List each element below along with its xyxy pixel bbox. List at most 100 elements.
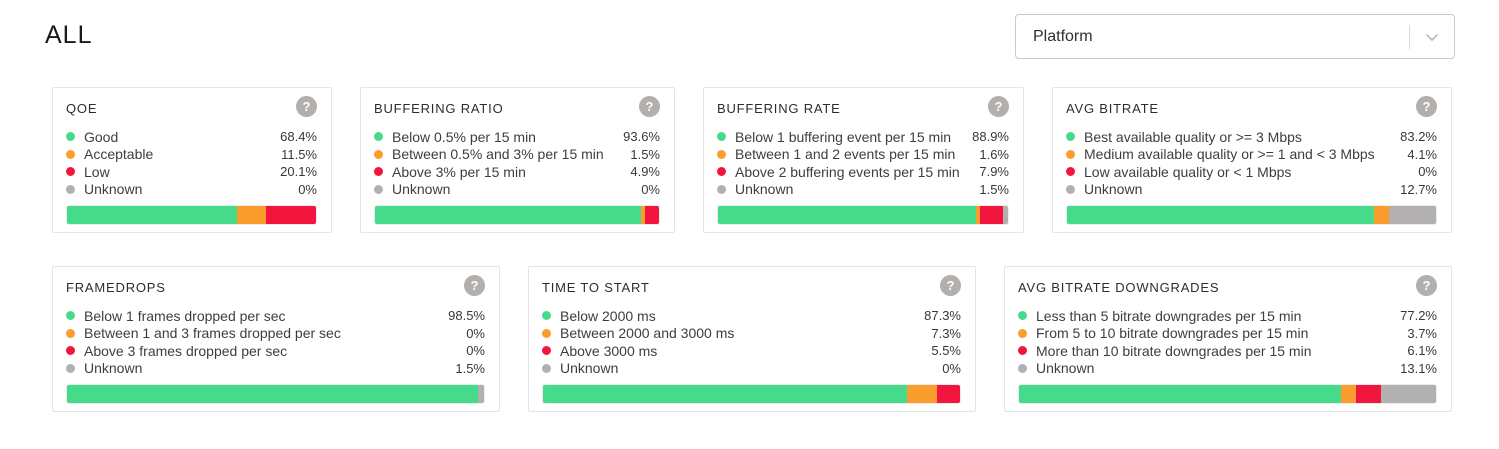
bar-segment-gray bbox=[1003, 206, 1008, 224]
legend-value: 0% bbox=[942, 360, 961, 376]
legend-value: 77.2% bbox=[1400, 308, 1437, 324]
metric-card: BUFFERING RATE ? Below 1 buffering event… bbox=[703, 87, 1024, 233]
question-mark-icon[interactable]: ? bbox=[296, 96, 317, 117]
stacked-bar bbox=[66, 384, 485, 404]
legend-label: Unknown bbox=[560, 360, 619, 377]
legend-value: 0% bbox=[641, 181, 660, 197]
legend-label: Unknown bbox=[392, 181, 451, 198]
legend-value: 20.1% bbox=[280, 164, 317, 180]
question-mark-icon[interactable]: ? bbox=[988, 96, 1009, 117]
legend-row: Unknown 0% bbox=[374, 181, 660, 199]
legend-label: Above 3% per 15 min bbox=[392, 163, 526, 180]
legend-row: Unknown 0% bbox=[66, 181, 317, 199]
bar-segment-red bbox=[937, 385, 960, 403]
legend-value: 87.3% bbox=[924, 308, 961, 324]
page-title: ALL bbox=[45, 21, 93, 49]
legend-dot-icon bbox=[374, 149, 383, 159]
legend-row: More than 10 bitrate downgrades per 15 m… bbox=[1018, 342, 1437, 360]
legend-value: 1.5% bbox=[630, 146, 660, 162]
question-mark-icon[interactable]: ? bbox=[1416, 96, 1437, 117]
platform-dropdown[interactable]: Platform bbox=[1015, 14, 1455, 59]
legend-label: Between 0.5% and 3% per 15 min bbox=[392, 146, 604, 163]
card-header: TIME TO START ? bbox=[542, 275, 961, 296]
legend-label: Below 2000 ms bbox=[560, 307, 656, 324]
legend-value: 3.7% bbox=[1407, 325, 1437, 341]
legend-value: 0% bbox=[298, 181, 317, 197]
legend-label: From 5 to 10 bitrate downgrades per 15 m… bbox=[1036, 325, 1309, 342]
legend-dot-icon bbox=[1018, 328, 1027, 338]
card-header: BUFFERING RATIO ? bbox=[374, 96, 660, 117]
legend-label: Below 1 frames dropped per sec bbox=[84, 307, 286, 324]
legend-value: 88.9% bbox=[972, 129, 1009, 145]
bar-segment-green bbox=[543, 385, 907, 403]
stacked-bar bbox=[1018, 384, 1437, 404]
legend-label: Less than 5 bitrate downgrades per 15 mi… bbox=[1036, 307, 1302, 324]
card-header: FRAMEDROPS ? bbox=[66, 275, 485, 296]
legend-row: Unknown 1.5% bbox=[717, 181, 1009, 199]
card-header: QOE ? bbox=[66, 96, 317, 117]
legend-row: Low 20.1% bbox=[66, 163, 317, 181]
legend-row: Less than 5 bitrate downgrades per 15 mi… bbox=[1018, 307, 1437, 325]
legend: Below 1 frames dropped per sec 98.5% Bet… bbox=[66, 307, 485, 377]
legend-label: Unknown bbox=[735, 181, 794, 198]
legend-label: Between 1 and 2 events per 15 min bbox=[735, 146, 956, 163]
legend-value: 98.5% bbox=[448, 308, 485, 324]
stacked-bar bbox=[374, 205, 660, 225]
legend-label: Unknown bbox=[1084, 181, 1143, 198]
bar-segment-green bbox=[67, 206, 238, 224]
card-title: BUFFERING RATE bbox=[717, 101, 841, 116]
legend: Good 68.4% Acceptable 11.5% Low 20.1% Un… bbox=[66, 128, 317, 198]
legend-dot-icon bbox=[542, 363, 551, 373]
legend-dot-icon bbox=[66, 132, 75, 142]
legend-row: Above 3000 ms 5.5% bbox=[542, 342, 961, 360]
legend-dot-icon bbox=[66, 311, 75, 321]
legend-value: 5.5% bbox=[931, 343, 961, 359]
bar-segment-orange bbox=[237, 206, 266, 224]
bar-segment-green bbox=[718, 206, 976, 224]
legend-value: 11.5% bbox=[281, 146, 317, 162]
legend-dot-icon bbox=[717, 184, 726, 194]
legend-row: Best available quality or >= 3 Mbps 83.2… bbox=[1066, 128, 1437, 146]
legend-value: 1.5% bbox=[455, 360, 485, 376]
bar-segment-red bbox=[980, 206, 1004, 224]
legend-row: Low available quality or < 1 Mbps 0% bbox=[1066, 163, 1437, 181]
chevron-down-icon[interactable] bbox=[1410, 28, 1454, 46]
legend-label: Acceptable bbox=[84, 146, 154, 163]
legend-row: Between 2000 and 3000 ms 7.3% bbox=[542, 325, 961, 343]
legend-value: 0% bbox=[466, 325, 485, 341]
legend: Best available quality or >= 3 Mbps 83.2… bbox=[1066, 128, 1437, 198]
legend: Less than 5 bitrate downgrades per 15 mi… bbox=[1018, 307, 1437, 377]
legend-row: From 5 to 10 bitrate downgrades per 15 m… bbox=[1018, 325, 1437, 343]
legend-value: 6.1% bbox=[1407, 343, 1437, 359]
legend-row: Below 1 buffering event per 15 min 88.9% bbox=[717, 128, 1009, 146]
legend-label: Below 0.5% per 15 min bbox=[392, 128, 536, 145]
legend-value: 12.7% bbox=[1400, 181, 1437, 197]
question-mark-icon[interactable]: ? bbox=[464, 275, 485, 296]
legend-dot-icon bbox=[717, 132, 726, 142]
bar-segment-green bbox=[1019, 385, 1341, 403]
legend-dot-icon bbox=[66, 328, 75, 338]
question-mark-icon[interactable]: ? bbox=[940, 275, 961, 296]
legend-value: 4.1% bbox=[1407, 146, 1437, 162]
dropdown-divider bbox=[1409, 24, 1410, 49]
legend: Below 2000 ms 87.3% Between 2000 and 300… bbox=[542, 307, 961, 377]
legend-value: 7.9% bbox=[979, 164, 1009, 180]
card-title: AVG BITRATE DOWNGRADES bbox=[1018, 280, 1220, 295]
legend-label: Below 1 buffering event per 15 min bbox=[735, 128, 952, 145]
legend-value: 4.9% bbox=[630, 164, 660, 180]
legend-dot-icon bbox=[66, 346, 75, 356]
bar-segment-green bbox=[1067, 206, 1374, 224]
legend-dot-icon bbox=[66, 363, 75, 373]
card-header: AVG BITRATE DOWNGRADES ? bbox=[1018, 275, 1437, 296]
legend-dot-icon bbox=[542, 346, 551, 356]
legend-row: Good 68.4% bbox=[66, 128, 317, 146]
card-title: FRAMEDROPS bbox=[66, 280, 166, 295]
card-header: BUFFERING RATE ? bbox=[717, 96, 1009, 117]
bar-segment-red bbox=[1356, 385, 1382, 403]
question-mark-icon[interactable]: ? bbox=[1416, 275, 1437, 296]
bar-segment-red bbox=[645, 206, 659, 224]
legend: Below 0.5% per 15 min 93.6% Between 0.5%… bbox=[374, 128, 660, 198]
legend-dot-icon bbox=[1066, 184, 1075, 194]
cards-container: QOE ? Good 68.4% Acceptable 11.5% Low 20… bbox=[52, 87, 1452, 412]
question-mark-icon[interactable]: ? bbox=[639, 96, 660, 117]
